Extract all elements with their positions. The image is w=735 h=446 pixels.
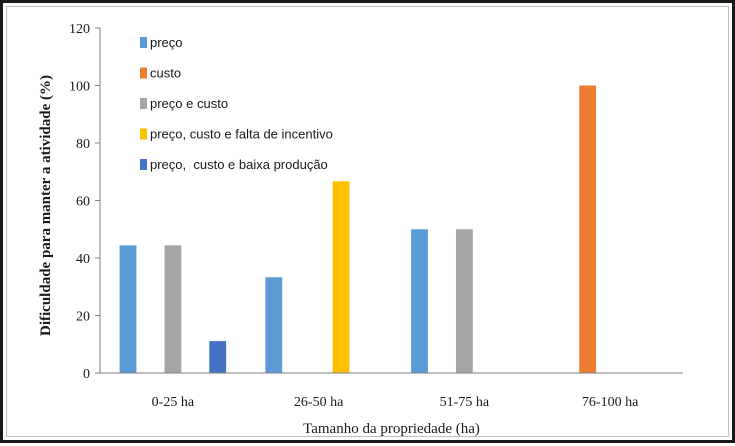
legend-entry: preço [150, 35, 183, 50]
y-tick-label: 80 [76, 137, 90, 152]
bar [119, 245, 137, 373]
x-tick-label: 26-50 ha [294, 395, 344, 410]
x-axis-title: Tamanho da propriedade (ha) [303, 421, 480, 437]
bars [119, 85, 597, 373]
y-tick-label: 100 [69, 80, 90, 95]
x-tick-label: 76-100 ha [582, 395, 639, 410]
y-tick-label: 0 [83, 367, 90, 382]
legend-swatch [140, 37, 147, 48]
legend-swatch [140, 67, 147, 79]
x-axis-categories: 0-25 ha 26-50 ha 51-75 ha 76-100 ha [152, 395, 639, 410]
x-tick-label: 51-75 ha [440, 395, 490, 410]
legend-entry: preço, custo e baixa produção [150, 157, 328, 172]
legend-entry: preço e custo [150, 96, 228, 111]
bar [332, 181, 350, 373]
bar [455, 229, 473, 373]
legend-swatch [140, 128, 147, 140]
y-tick-label: 40 [76, 252, 90, 267]
legend: preço custo preço e custo preço, custo e fa… [140, 35, 333, 172]
bar [265, 277, 283, 373]
legend-swatch [140, 98, 147, 109]
legend-entry: custo [150, 66, 181, 81]
legend-swatch [140, 159, 147, 170]
y-tick-label: 20 [76, 310, 90, 325]
y-tick-label: 60 [76, 195, 90, 210]
x-tick-label: 0-25 ha [152, 395, 195, 410]
bar [411, 229, 428, 373]
y-axis-title: Dificuldade para manter a atividade (%) [38, 75, 54, 336]
bar-chart: 0 20 40 60 80 100 120 0-25 ha 26-50 ha 51-75 ha 7… [38, 22, 683, 437]
bar [579, 85, 597, 373]
axes [99, 28, 683, 374]
y-tick-label: 120 [69, 22, 90, 37]
bar [164, 245, 182, 373]
legend-entry: preço, custo e falta de incentivo [150, 127, 333, 142]
bar [209, 341, 227, 373]
y-axis-ticks: 0 20 40 60 80 100 120 [69, 22, 100, 382]
